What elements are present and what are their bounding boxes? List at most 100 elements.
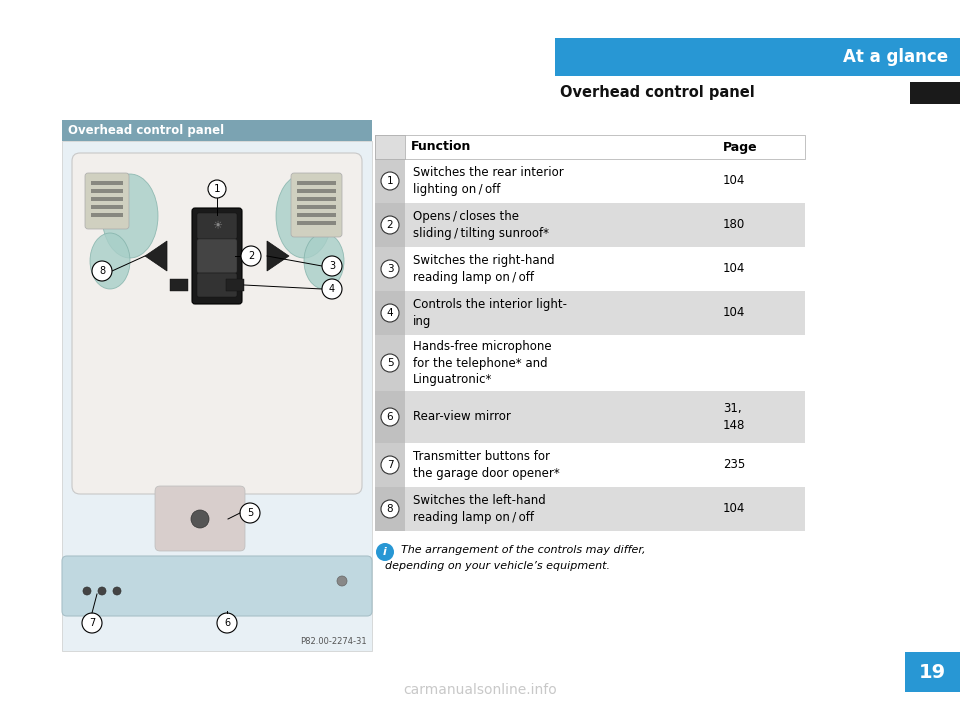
- Bar: [375, 335, 405, 391]
- Circle shape: [381, 456, 399, 474]
- Circle shape: [113, 587, 121, 595]
- Circle shape: [83, 587, 91, 595]
- Text: Overhead control panel: Overhead control panel: [68, 124, 224, 137]
- Text: 1: 1: [214, 184, 220, 194]
- Bar: [375, 203, 405, 247]
- Text: 7: 7: [89, 618, 95, 628]
- Text: 6: 6: [224, 618, 230, 628]
- Bar: [905, 652, 960, 692]
- Bar: [297, 197, 336, 201]
- Bar: [297, 213, 336, 217]
- Bar: [62, 141, 372, 651]
- Circle shape: [381, 408, 399, 426]
- Circle shape: [381, 304, 399, 322]
- Text: 7: 7: [387, 460, 394, 470]
- FancyBboxPatch shape: [197, 273, 237, 297]
- Bar: [910, 82, 960, 104]
- Text: 2: 2: [248, 251, 254, 261]
- Bar: [297, 221, 336, 225]
- Bar: [375, 443, 405, 487]
- FancyBboxPatch shape: [197, 239, 237, 273]
- Text: The arrangement of the controls may differ,: The arrangement of the controls may diff…: [401, 545, 645, 555]
- Ellipse shape: [90, 233, 130, 289]
- Bar: [297, 205, 336, 209]
- Text: 235: 235: [723, 459, 745, 472]
- Bar: [375, 247, 405, 291]
- Text: 180: 180: [723, 219, 745, 232]
- Circle shape: [381, 354, 399, 372]
- Circle shape: [381, 500, 399, 518]
- Ellipse shape: [102, 174, 158, 258]
- Bar: [91, 197, 123, 201]
- Text: 2: 2: [387, 220, 394, 230]
- Circle shape: [208, 180, 226, 198]
- Circle shape: [92, 261, 112, 281]
- Text: depending on your vehicle’s equipment.: depending on your vehicle’s equipment.: [385, 561, 610, 571]
- FancyBboxPatch shape: [192, 208, 242, 304]
- Text: Hands-free microphone
for the telephone* and
Linguatronic*: Hands-free microphone for the telephone*…: [413, 340, 552, 386]
- Bar: [375, 135, 805, 159]
- Bar: [555, 38, 960, 76]
- Text: Transmitter buttons for
the garage door opener*: Transmitter buttons for the garage door …: [413, 450, 560, 480]
- Text: 104: 104: [723, 307, 745, 319]
- Text: Switches the right-hand
reading lamp on / off: Switches the right-hand reading lamp on …: [413, 254, 555, 284]
- Bar: [91, 181, 123, 185]
- Text: 5: 5: [247, 508, 253, 518]
- Bar: [226, 279, 244, 291]
- Bar: [297, 181, 336, 185]
- Polygon shape: [145, 241, 167, 271]
- FancyBboxPatch shape: [62, 556, 372, 616]
- Bar: [297, 189, 336, 193]
- Bar: [91, 189, 123, 193]
- FancyBboxPatch shape: [197, 213, 237, 239]
- Circle shape: [82, 613, 102, 633]
- Circle shape: [240, 503, 260, 523]
- Text: 5: 5: [387, 358, 394, 368]
- Circle shape: [241, 246, 261, 266]
- Text: ☀: ☀: [212, 221, 222, 231]
- Text: Function: Function: [411, 140, 471, 154]
- Circle shape: [322, 256, 342, 276]
- Bar: [375, 335, 805, 391]
- Bar: [375, 291, 405, 335]
- Text: 4: 4: [387, 308, 394, 318]
- Text: 104: 104: [723, 263, 745, 275]
- Text: Rear-view mirror: Rear-view mirror: [413, 411, 511, 423]
- Text: 6: 6: [387, 412, 394, 422]
- Circle shape: [381, 260, 399, 278]
- Bar: [375, 203, 805, 247]
- Circle shape: [376, 543, 394, 561]
- Bar: [375, 159, 405, 203]
- Polygon shape: [267, 241, 289, 271]
- Text: Switches the rear interior
lighting on / off: Switches the rear interior lighting on /…: [413, 166, 564, 195]
- Text: 19: 19: [919, 663, 946, 682]
- FancyBboxPatch shape: [85, 173, 129, 229]
- Circle shape: [191, 510, 209, 528]
- Circle shape: [337, 576, 347, 586]
- Bar: [375, 487, 805, 531]
- Ellipse shape: [276, 174, 332, 258]
- Bar: [91, 213, 123, 217]
- Bar: [375, 391, 805, 443]
- Text: 8: 8: [99, 266, 105, 276]
- Circle shape: [217, 613, 237, 633]
- Circle shape: [381, 216, 399, 234]
- Text: 3: 3: [329, 261, 335, 271]
- Bar: [91, 205, 123, 209]
- Text: 104: 104: [723, 503, 745, 515]
- FancyBboxPatch shape: [155, 486, 245, 551]
- Bar: [375, 159, 805, 203]
- Text: 1: 1: [387, 176, 394, 186]
- Text: Page: Page: [723, 140, 757, 154]
- Bar: [375, 443, 805, 487]
- Text: P82.00-2274-31: P82.00-2274-31: [300, 637, 367, 646]
- Bar: [375, 291, 805, 335]
- Text: carmanualsonline.info: carmanualsonline.info: [403, 683, 557, 697]
- Text: Switches the left-hand
reading lamp on / off: Switches the left-hand reading lamp on /…: [413, 494, 545, 524]
- Text: Controls the interior light-
ing: Controls the interior light- ing: [413, 298, 567, 328]
- Text: 8: 8: [387, 504, 394, 514]
- Text: 104: 104: [723, 174, 745, 188]
- Text: Opens / closes the
sliding / tilting sunroof*: Opens / closes the sliding / tilting sun…: [413, 210, 549, 240]
- FancyBboxPatch shape: [291, 173, 342, 237]
- Bar: [62, 120, 372, 141]
